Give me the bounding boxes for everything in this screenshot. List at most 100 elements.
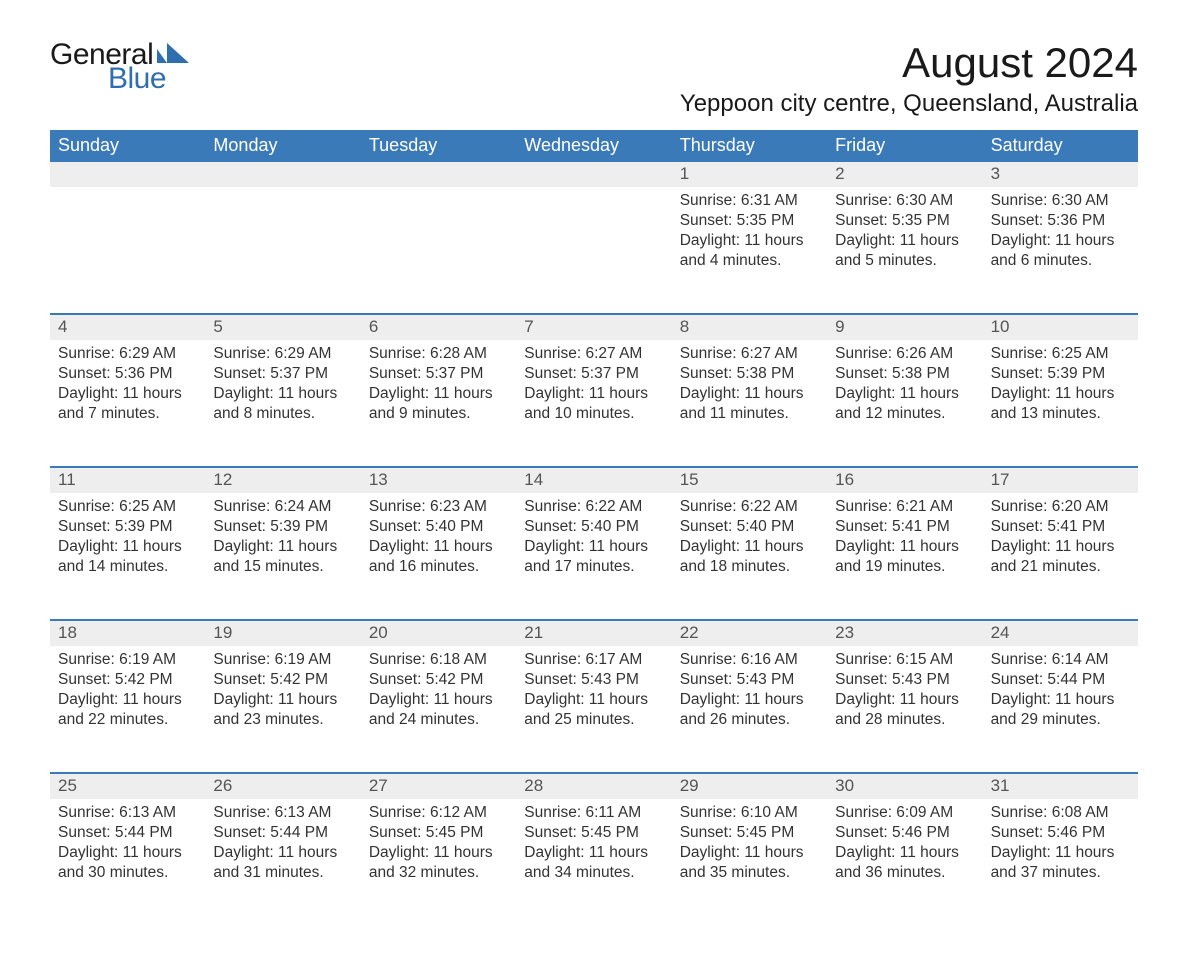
- daylight-text-line1: Daylight: 11 hours: [369, 537, 508, 557]
- daylight-text-line1: Daylight: 11 hours: [680, 843, 819, 863]
- week-content-row: Sunrise: 6:31 AMSunset: 5:35 PMDaylight:…: [50, 187, 1138, 313]
- day-number: [50, 162, 205, 187]
- daylight-text-line1: Daylight: 11 hours: [835, 231, 974, 251]
- sunrise-text: Sunrise: 6:19 AM: [213, 650, 352, 670]
- sunrise-text: Sunrise: 6:21 AM: [835, 497, 974, 517]
- sunset-text: Sunset: 5:37 PM: [369, 364, 508, 384]
- day-number: 18: [50, 621, 205, 646]
- weekday-header: Tuesday: [361, 130, 516, 162]
- day-cell: Sunrise: 6:21 AMSunset: 5:41 PMDaylight:…: [827, 493, 982, 611]
- day-cell: Sunrise: 6:28 AMSunset: 5:37 PMDaylight:…: [361, 340, 516, 458]
- sunrise-text: Sunrise: 6:18 AM: [369, 650, 508, 670]
- sunset-text: Sunset: 5:35 PM: [680, 211, 819, 231]
- weekday-header: Friday: [827, 130, 982, 162]
- weekday-header-row: Sunday Monday Tuesday Wednesday Thursday…: [50, 130, 1138, 162]
- week-block: 11121314151617Sunrise: 6:25 AMSunset: 5:…: [50, 466, 1138, 619]
- day-number-strip: 11121314151617: [50, 466, 1138, 493]
- day-number: 30: [827, 774, 982, 799]
- title-block: August 2024 Yeppoon city centre, Queensl…: [680, 40, 1138, 118]
- week-content-row: Sunrise: 6:19 AMSunset: 5:42 PMDaylight:…: [50, 646, 1138, 772]
- daylight-text-line2: and 35 minutes.: [680, 863, 819, 883]
- daylight-text-line1: Daylight: 11 hours: [213, 843, 352, 863]
- day-cell: Sunrise: 6:17 AMSunset: 5:43 PMDaylight:…: [516, 646, 671, 764]
- day-cell: Sunrise: 6:08 AMSunset: 5:46 PMDaylight:…: [983, 799, 1138, 917]
- sunset-text: Sunset: 5:43 PM: [680, 670, 819, 690]
- sunset-text: Sunset: 5:36 PM: [58, 364, 197, 384]
- week-block: 45678910Sunrise: 6:29 AMSunset: 5:36 PMD…: [50, 313, 1138, 466]
- day-number: 6: [361, 315, 516, 340]
- sunset-text: Sunset: 5:44 PM: [991, 670, 1130, 690]
- weekday-header: Monday: [205, 130, 360, 162]
- day-cell: Sunrise: 6:23 AMSunset: 5:40 PMDaylight:…: [361, 493, 516, 611]
- daylight-text-line2: and 4 minutes.: [680, 251, 819, 271]
- weeks-container: 123Sunrise: 6:31 AMSunset: 5:35 PMDaylig…: [50, 162, 1138, 925]
- day-cell: Sunrise: 6:30 AMSunset: 5:35 PMDaylight:…: [827, 187, 982, 305]
- day-number: 21: [516, 621, 671, 646]
- sunrise-text: Sunrise: 6:30 AM: [835, 191, 974, 211]
- day-cell: Sunrise: 6:29 AMSunset: 5:37 PMDaylight:…: [205, 340, 360, 458]
- page-title: August 2024: [680, 40, 1138, 86]
- daylight-text-line2: and 7 minutes.: [58, 404, 197, 424]
- week-content-row: Sunrise: 6:25 AMSunset: 5:39 PMDaylight:…: [50, 493, 1138, 619]
- day-cell: Sunrise: 6:11 AMSunset: 5:45 PMDaylight:…: [516, 799, 671, 917]
- daylight-text-line2: and 36 minutes.: [835, 863, 974, 883]
- day-number-strip: 123: [50, 162, 1138, 187]
- daylight-text-line2: and 8 minutes.: [213, 404, 352, 424]
- sunset-text: Sunset: 5:40 PM: [369, 517, 508, 537]
- weekday-header: Thursday: [672, 130, 827, 162]
- day-number: 5: [205, 315, 360, 340]
- day-number-strip: 25262728293031: [50, 772, 1138, 799]
- day-number: 25: [50, 774, 205, 799]
- daylight-text-line1: Daylight: 11 hours: [213, 384, 352, 404]
- day-number: 4: [50, 315, 205, 340]
- sunrise-text: Sunrise: 6:14 AM: [991, 650, 1130, 670]
- day-cell: Sunrise: 6:10 AMSunset: 5:45 PMDaylight:…: [672, 799, 827, 917]
- day-cell: Sunrise: 6:25 AMSunset: 5:39 PMDaylight:…: [983, 340, 1138, 458]
- sunrise-text: Sunrise: 6:23 AM: [369, 497, 508, 517]
- day-number: 31: [983, 774, 1138, 799]
- sunset-text: Sunset: 5:44 PM: [213, 823, 352, 843]
- day-cell: Sunrise: 6:31 AMSunset: 5:35 PMDaylight:…: [672, 187, 827, 305]
- daylight-text-line1: Daylight: 11 hours: [369, 690, 508, 710]
- day-cell: Sunrise: 6:15 AMSunset: 5:43 PMDaylight:…: [827, 646, 982, 764]
- day-cell: Sunrise: 6:25 AMSunset: 5:39 PMDaylight:…: [50, 493, 205, 611]
- sunrise-text: Sunrise: 6:20 AM: [991, 497, 1130, 517]
- daylight-text-line2: and 10 minutes.: [524, 404, 663, 424]
- daylight-text-line2: and 23 minutes.: [213, 710, 352, 730]
- day-cell: [361, 187, 516, 305]
- daylight-text-line1: Daylight: 11 hours: [58, 384, 197, 404]
- day-cell: Sunrise: 6:13 AMSunset: 5:44 PMDaylight:…: [50, 799, 205, 917]
- sunrise-text: Sunrise: 6:09 AM: [835, 803, 974, 823]
- week-content-row: Sunrise: 6:29 AMSunset: 5:36 PMDaylight:…: [50, 340, 1138, 466]
- day-cell: Sunrise: 6:16 AMSunset: 5:43 PMDaylight:…: [672, 646, 827, 764]
- day-cell: Sunrise: 6:22 AMSunset: 5:40 PMDaylight:…: [672, 493, 827, 611]
- week-content-row: Sunrise: 6:13 AMSunset: 5:44 PMDaylight:…: [50, 799, 1138, 925]
- sunrise-text: Sunrise: 6:26 AM: [835, 344, 974, 364]
- sunrise-text: Sunrise: 6:27 AM: [524, 344, 663, 364]
- daylight-text-line1: Daylight: 11 hours: [213, 690, 352, 710]
- daylight-text-line2: and 29 minutes.: [991, 710, 1130, 730]
- daylight-text-line2: and 13 minutes.: [991, 404, 1130, 424]
- day-cell: Sunrise: 6:30 AMSunset: 5:36 PMDaylight:…: [983, 187, 1138, 305]
- day-number: 12: [205, 468, 360, 493]
- sunset-text: Sunset: 5:39 PM: [58, 517, 197, 537]
- day-number: 20: [361, 621, 516, 646]
- sunrise-text: Sunrise: 6:13 AM: [58, 803, 197, 823]
- daylight-text-line1: Daylight: 11 hours: [835, 843, 974, 863]
- day-cell: Sunrise: 6:19 AMSunset: 5:42 PMDaylight:…: [50, 646, 205, 764]
- daylight-text-line1: Daylight: 11 hours: [835, 384, 974, 404]
- daylight-text-line1: Daylight: 11 hours: [524, 384, 663, 404]
- week-block: 18192021222324Sunrise: 6:19 AMSunset: 5:…: [50, 619, 1138, 772]
- daylight-text-line1: Daylight: 11 hours: [58, 843, 197, 863]
- daylight-text-line1: Daylight: 11 hours: [680, 231, 819, 251]
- day-number: 7: [516, 315, 671, 340]
- day-number: 11: [50, 468, 205, 493]
- day-cell: [205, 187, 360, 305]
- sunset-text: Sunset: 5:39 PM: [991, 364, 1130, 384]
- daylight-text-line1: Daylight: 11 hours: [369, 384, 508, 404]
- daylight-text-line1: Daylight: 11 hours: [524, 690, 663, 710]
- day-number: 16: [827, 468, 982, 493]
- location-text: Yeppoon city centre, Queensland, Austral…: [680, 90, 1138, 118]
- day-number: 26: [205, 774, 360, 799]
- sunset-text: Sunset: 5:35 PM: [835, 211, 974, 231]
